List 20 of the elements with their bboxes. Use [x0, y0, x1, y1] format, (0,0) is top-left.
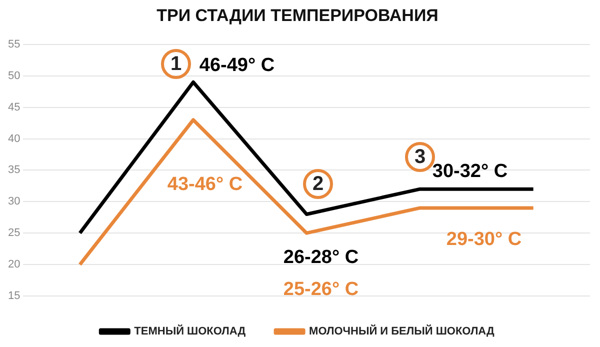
y-tick-label: 25: [8, 227, 20, 240]
y-tick-label: 45: [8, 101, 20, 114]
circled-number: 2: [303, 169, 333, 199]
annotation: 25-26° C: [283, 279, 359, 300]
y-tick-label: 20: [8, 258, 20, 271]
annotation: 43-46° C: [167, 174, 243, 196]
y-tick-label: 40: [8, 132, 20, 145]
annotation: 26-28° C: [283, 247, 359, 268]
y-tick-label: 15: [8, 290, 20, 302]
y-tick-label: 55: [8, 38, 20, 50]
annotation: 30-32° C: [432, 161, 508, 182]
y-tick-label: 50: [8, 70, 20, 82]
legend-label: ТЕМНЫЙ ШОКОЛАД: [134, 324, 246, 338]
y-tick-label: 35: [8, 164, 20, 176]
annotation: 29-30° C: [446, 229, 522, 250]
annotation: 46-49° C: [199, 55, 275, 76]
circled-number: 1: [161, 49, 191, 79]
legend-label: МОЛОЧНЫЙ И БЕЛЫЙ ШОКОЛАД: [309, 324, 495, 338]
chart-title: ТРИ СТАДИИ ТЕМПЕРИРОВАНИЯ: [156, 6, 438, 25]
y-tick-label: 30: [8, 196, 20, 208]
